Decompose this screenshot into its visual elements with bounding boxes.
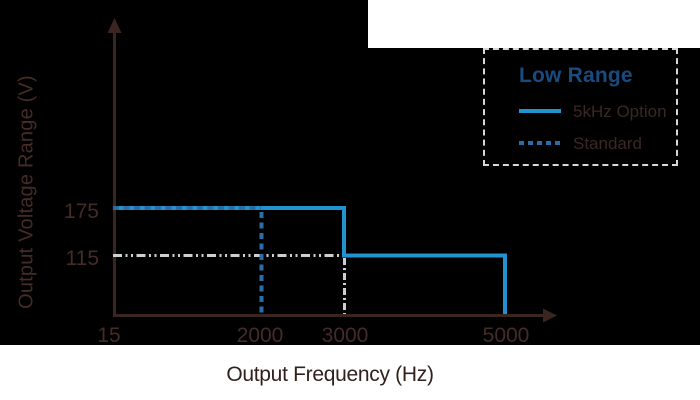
legend-item-5khz-option: 5kHz Option (573, 102, 667, 121)
x-axis-arrowhead (543, 308, 557, 323)
legend-title: Low Range (519, 64, 633, 87)
legend-solid-line-swatch (519, 109, 561, 113)
legend-dashed-line-swatch (519, 141, 561, 145)
x-tick-3000: 3000 (321, 324, 369, 347)
x-tick-15: 15 (97, 324, 121, 347)
y-tick-175: 175 (63, 200, 99, 223)
background-bottom-band (0, 345, 700, 400)
legend-item-standard: Standard (573, 134, 642, 153)
x-tick-2000: 2000 (236, 324, 284, 347)
series-5khz-option-line (113, 206, 507, 314)
y-tick-115: 115 (65, 247, 99, 270)
legend-box: Low Range 5kHz Option Standard (483, 48, 678, 166)
x-axis-label: Output Frequency (Hz) (226, 363, 434, 386)
background-white-block (368, 0, 700, 48)
x-tick-5000: 5000 (482, 324, 530, 347)
y-axis-label: Output Voltage Range (V) (15, 75, 38, 309)
y-axis-arrowhead (107, 18, 122, 33)
